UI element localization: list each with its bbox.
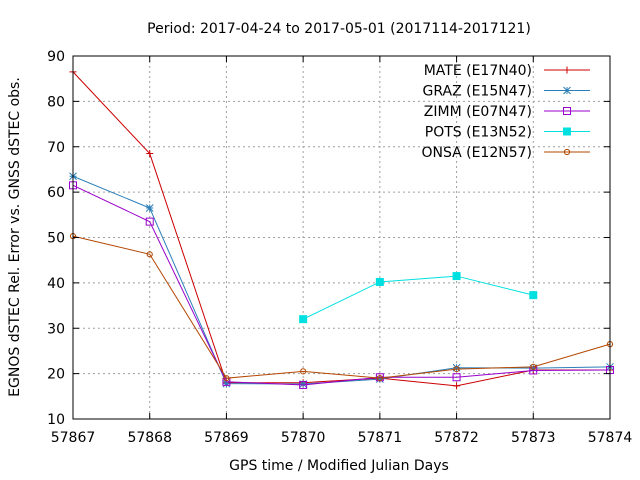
circle-marker	[223, 375, 230, 382]
series-line	[72, 184, 611, 386]
circle-marker	[300, 368, 307, 375]
plus-marker	[146, 150, 154, 158]
legend-entry: POTS (E13N52)	[425, 125, 590, 141]
legend-label: ZIMM (E07N47)	[424, 104, 532, 120]
circle-marker	[563, 148, 571, 156]
filled-square-marker	[563, 127, 571, 136]
star-marker	[452, 363, 461, 372]
plus-marker	[563, 66, 571, 74]
legend-entry: ONSA (E12N57)	[421, 145, 590, 161]
y-tick-label: 70	[47, 140, 65, 156]
star-marker	[376, 375, 384, 383]
chart-title: Period: 2017-04-24 to 2017-05-01 (201711…	[147, 21, 531, 37]
y-tick-label: 30	[47, 321, 65, 337]
series-zimm	[69, 181, 614, 389]
x-tick-label: 57873	[511, 430, 556, 446]
circle-marker	[530, 363, 537, 370]
square-marker	[563, 107, 571, 115]
x-tick-label: 57869	[204, 430, 249, 446]
filled-square-marker	[529, 291, 538, 300]
y-tick-label: 10	[47, 412, 65, 428]
grid-lines	[73, 56, 610, 419]
filled-square-marker	[299, 315, 308, 324]
circle-marker	[376, 375, 383, 382]
series-pots	[299, 272, 538, 324]
series-line	[72, 175, 611, 385]
legend-label: GRAZ (E15N47)	[423, 84, 533, 100]
legend-entry: MATE (E17N40)	[424, 63, 590, 79]
legend: MATE (E17N40) GRAZ (E15N47) ZIMM (E07N47) P…	[421, 63, 590, 161]
axis-ticks	[72, 55, 611, 420]
y-tick-label: 60	[47, 185, 65, 201]
square-marker	[145, 217, 154, 226]
legend-entry: ZIMM (E07N47)	[424, 104, 590, 120]
y-tick-label: 50	[47, 231, 65, 247]
x-tick-label: 57872	[434, 430, 479, 446]
series-graz	[69, 172, 614, 388]
square-marker	[299, 380, 308, 389]
series-line	[72, 235, 611, 379]
filled-square-marker	[375, 277, 384, 286]
legend-label: MATE (E17N40)	[424, 63, 532, 79]
y-axis-label: EGNOS dSTEC Rel. Error vs. GNSS dSTEC ob…	[7, 77, 23, 397]
legend-entry: GRAZ (E15N47)	[423, 84, 590, 100]
x-tick-label: 57867	[51, 430, 96, 446]
star-marker	[299, 380, 307, 388]
square-marker	[452, 373, 461, 382]
y-tick-label: 40	[47, 276, 65, 292]
x-tick-label: 57874	[588, 430, 633, 446]
filled-square-marker	[452, 272, 461, 281]
legend-label: POTS (E13N52)	[425, 125, 532, 141]
x-axis-label: GPS time / Modified Julian Days	[229, 458, 449, 474]
x-tick-labels: 57867 57868 57869 57870 57871 57872 57873 57874	[51, 430, 633, 446]
star-marker	[563, 86, 571, 95]
x-tick-label: 57868	[127, 430, 172, 446]
x-tick-label: 57871	[358, 430, 403, 446]
y-tick-label: 20	[47, 367, 65, 383]
star-marker	[529, 364, 538, 373]
series-line	[72, 71, 610, 387]
legend-label: ONSA (E12N57)	[421, 145, 532, 161]
circle-marker	[146, 251, 153, 258]
y-tick-label: 90	[47, 49, 65, 65]
series-onsa	[69, 233, 614, 382]
y-tick-labels: 10 20 30 40 50 60 70 80 90	[47, 49, 65, 428]
circle-marker	[453, 365, 460, 373]
plus-marker	[453, 382, 461, 390]
y-tick-label: 80	[47, 94, 65, 110]
x-tick-label: 57870	[281, 430, 326, 446]
star-marker	[222, 379, 231, 388]
star-marker	[145, 204, 154, 212]
series-line	[302, 275, 534, 320]
